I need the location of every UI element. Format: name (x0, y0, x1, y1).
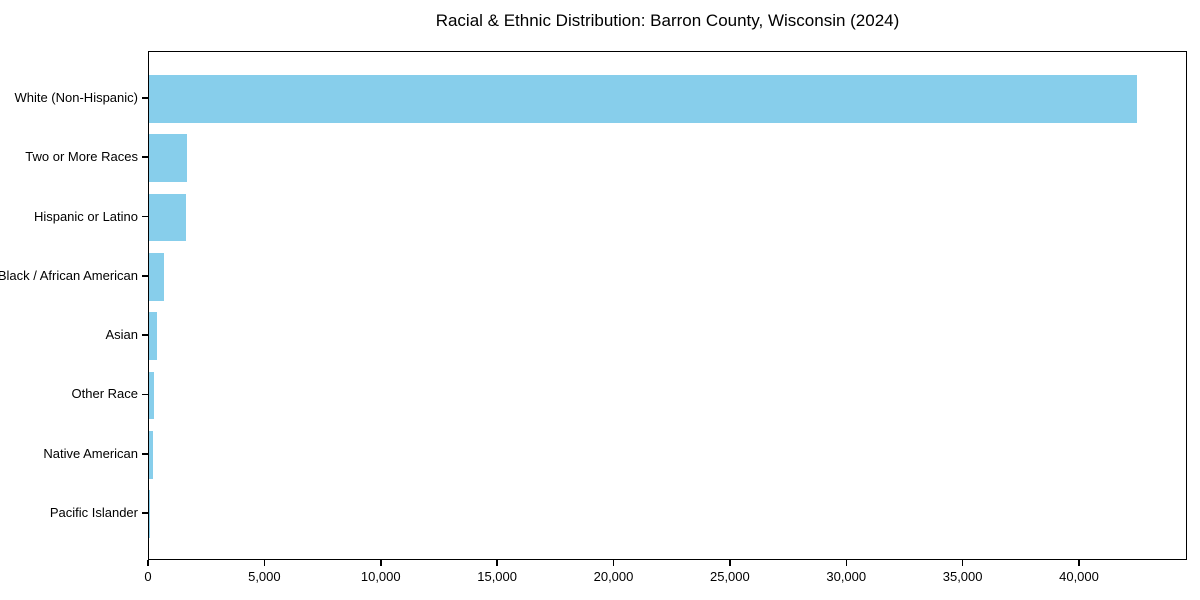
bar-other-race (149, 371, 154, 420)
bar-hispanic-or-latino (149, 193, 186, 242)
x-axis-tick-mark (961, 560, 964, 566)
y-axis-label: Pacific Islander (49, 505, 138, 521)
x-axis-tick-label: 25,000 (709, 569, 750, 584)
x-axis-tick-label: 35,000 (942, 569, 983, 584)
y-axis-tick-mark (142, 512, 148, 514)
y-axis-label: Other Race (71, 386, 138, 402)
y-axis-tick-mark (142, 156, 148, 158)
y-axis-label: Hispanic or Latino (33, 208, 138, 224)
chart-title: Racial & Ethnic Distribution: Barron Cou… (435, 11, 900, 30)
x-axis-tick-mark (729, 560, 731, 566)
bar-pacific-islander (149, 490, 150, 538)
x-axis-tick-mark (1078, 560, 1080, 566)
bar-two-or-more-races (149, 134, 188, 182)
y-axis-label: Native American (43, 445, 138, 461)
x-axis-tick-mark (380, 560, 382, 566)
bar-native-american (149, 431, 154, 479)
y-axis-label: White (Non-Hispanic) (14, 89, 138, 105)
y-axis-tick-mark (142, 393, 148, 396)
x-axis-tick-mark (845, 560, 847, 566)
x-axis-tick-mark (496, 560, 498, 566)
y-axis-tick-mark (142, 97, 148, 99)
x-axis-tick-label: 5,000 (248, 569, 281, 584)
x-axis-tick-mark (147, 560, 149, 566)
y-axis-tick-mark (142, 453, 148, 455)
y-axis-label: Asian (105, 327, 138, 343)
x-axis-tick-label: 20,000 (593, 569, 634, 584)
y-axis-label: Black / African American (0, 267, 138, 283)
y-axis-label: Two or More Races (25, 149, 138, 165)
y-axis-tick-mark (142, 334, 148, 336)
y-axis-tick-mark (142, 215, 148, 218)
bar-white-non-hispanic (149, 75, 1138, 123)
bar-asian (149, 312, 157, 360)
x-axis-tick-label: 30,000 (826, 569, 867, 584)
plot-area (148, 51, 1187, 560)
x-axis-tick-mark (263, 560, 266, 566)
x-axis-tick-label: 10,000 (360, 569, 401, 584)
x-axis-tick-label: 0 (144, 569, 152, 584)
y-axis-tick-mark (142, 275, 148, 277)
bar-black-african-american (149, 253, 164, 301)
x-axis-tick-label: 15,000 (477, 569, 517, 584)
x-axis-tick-label: 40,000 (1059, 569, 1099, 584)
x-axis-tick-mark (612, 560, 615, 566)
